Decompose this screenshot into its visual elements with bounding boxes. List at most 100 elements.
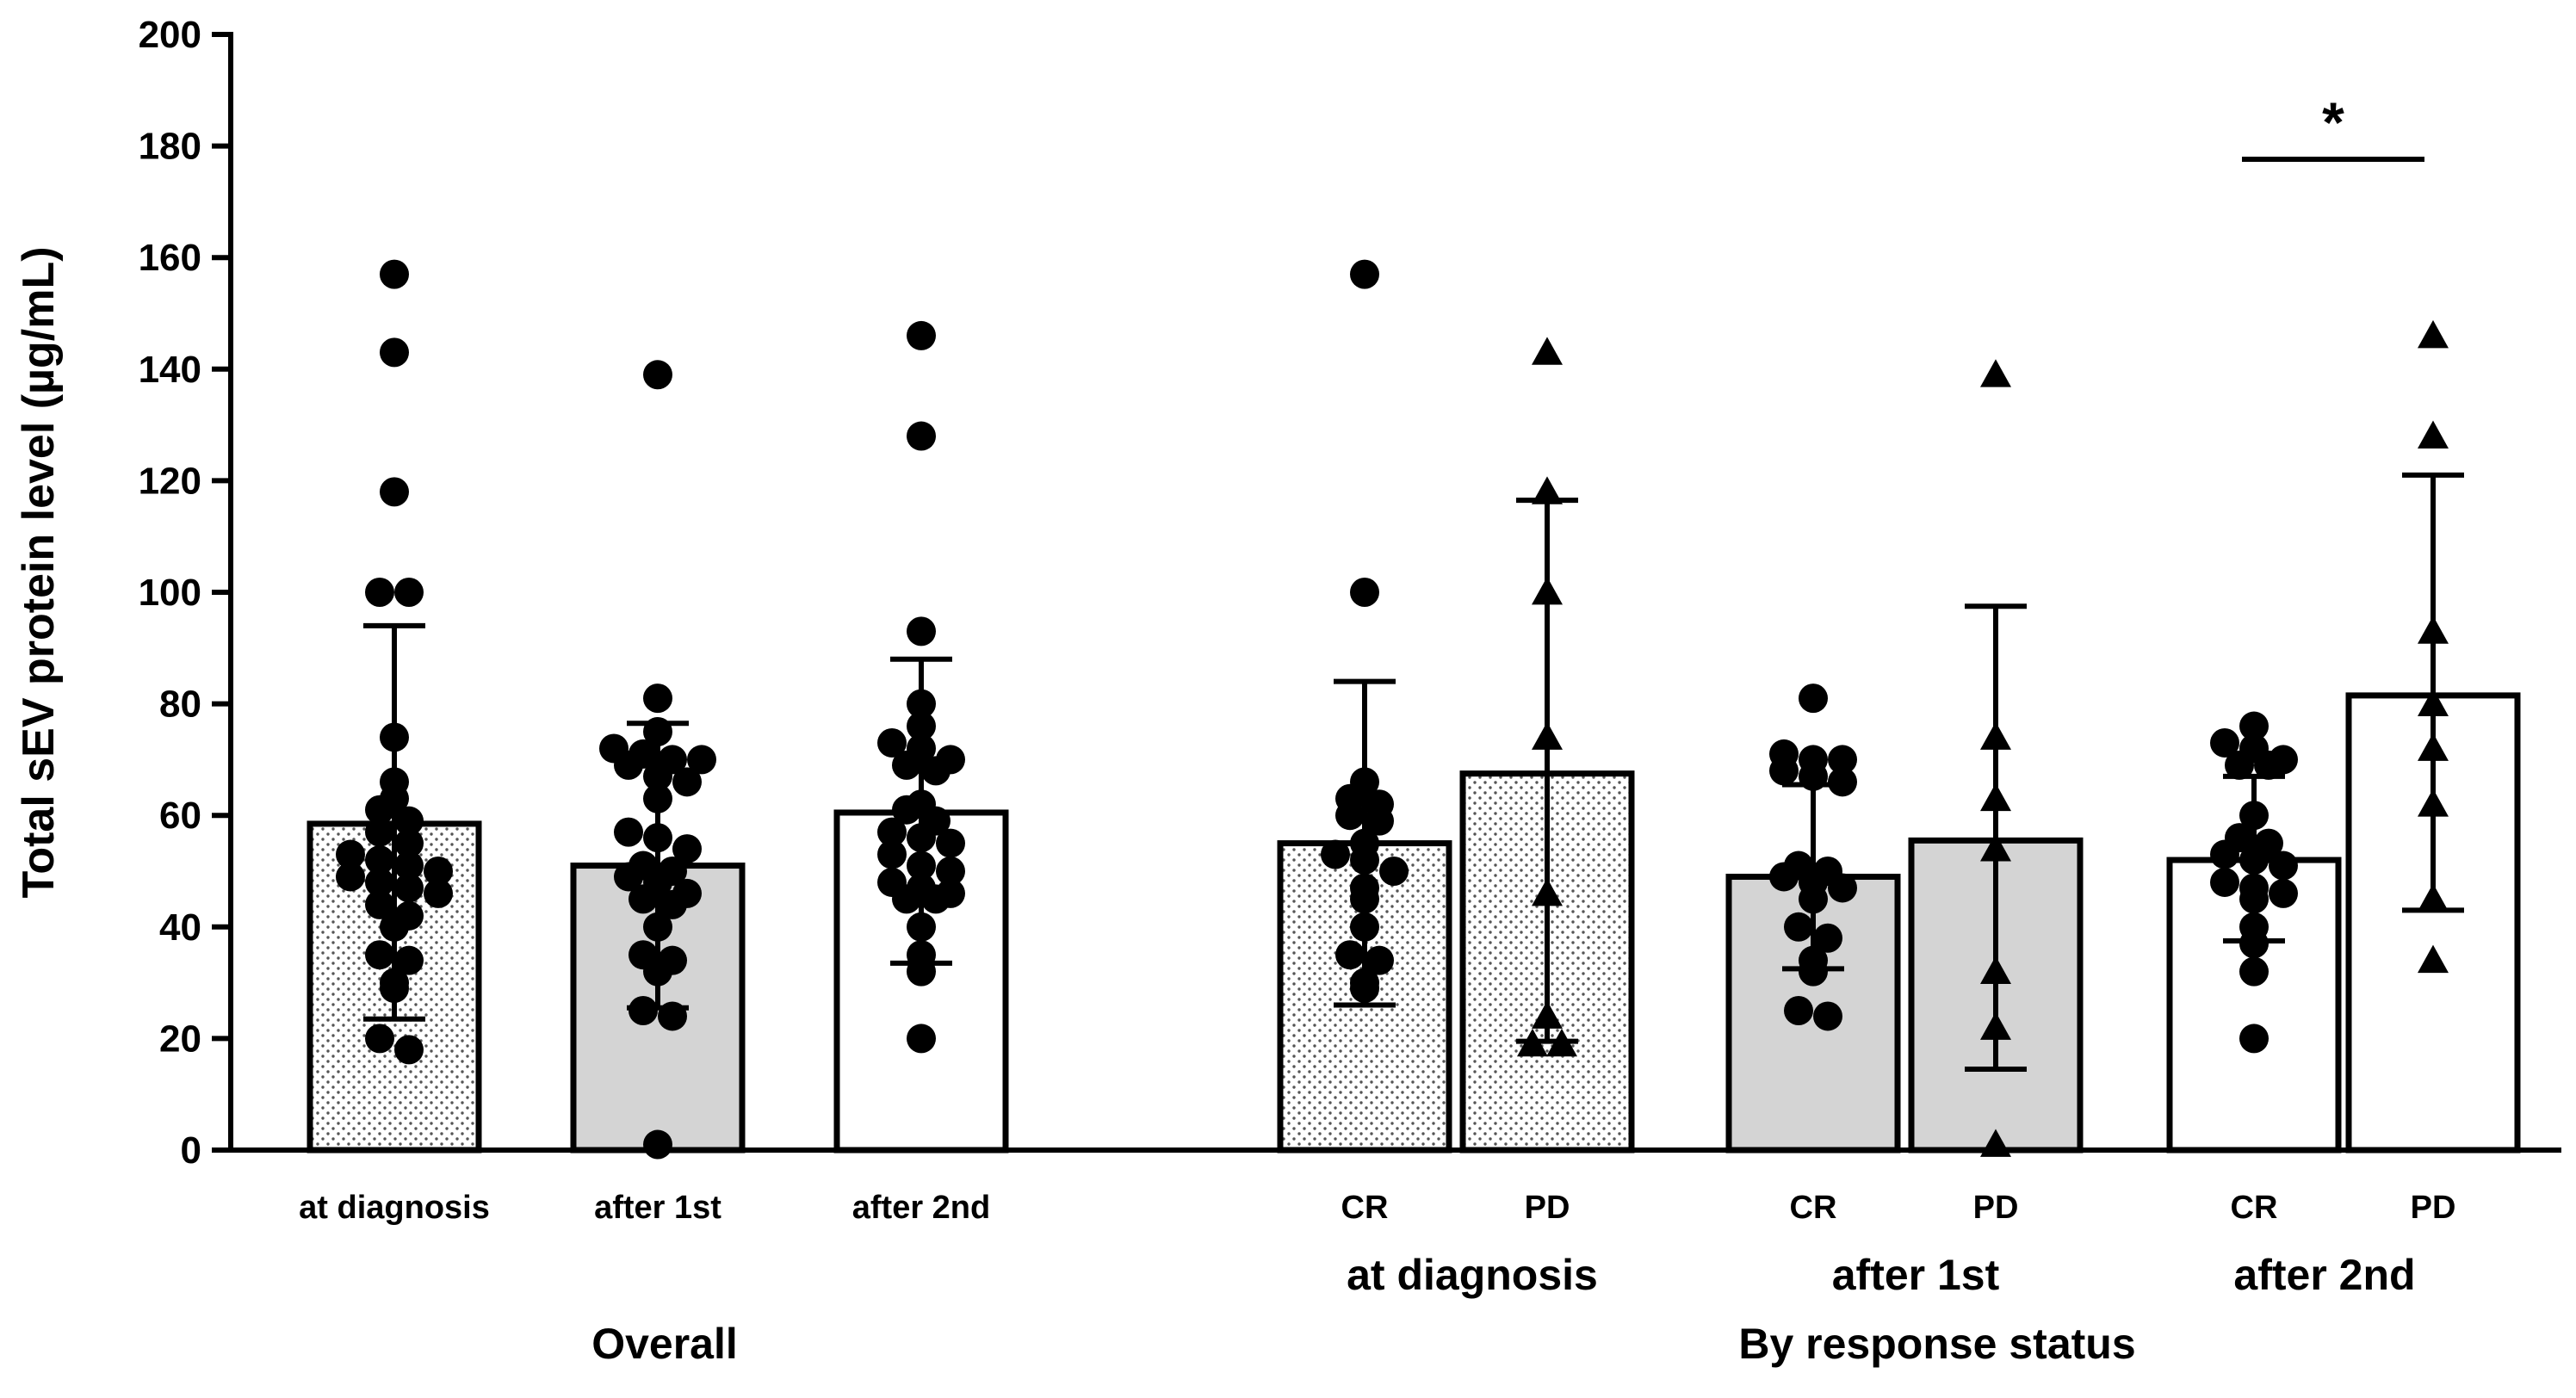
data-point bbox=[936, 857, 965, 886]
data-point bbox=[1799, 745, 1828, 775]
data-point bbox=[672, 834, 702, 864]
data-point-triangle bbox=[1980, 783, 2011, 812]
data-point bbox=[2239, 956, 2269, 987]
data-point bbox=[907, 1024, 936, 1054]
data-point bbox=[629, 996, 658, 1025]
category-label-first-cr: CR bbox=[1790, 1190, 1837, 1226]
data-point bbox=[877, 727, 907, 758]
y-tick-label: 200 bbox=[139, 14, 201, 56]
data-point bbox=[365, 817, 394, 847]
y-tick-label: 140 bbox=[139, 349, 201, 391]
data-point-triangle bbox=[2418, 615, 2449, 644]
category-label-dx-pd: PD bbox=[1525, 1190, 1570, 1226]
data-point-triangle bbox=[1532, 337, 1563, 365]
data-point bbox=[394, 945, 424, 975]
y-tick-label: 20 bbox=[159, 1018, 201, 1060]
y-tick-label: 0 bbox=[181, 1129, 201, 1172]
data-point-triangle bbox=[2418, 420, 2449, 448]
data-point-triangle bbox=[1532, 476, 1563, 504]
data-point bbox=[1321, 839, 1350, 869]
data-point bbox=[394, 806, 424, 836]
category-label-overall-at-diagnosis: at diagnosis bbox=[299, 1190, 490, 1226]
group-label-overall: Overall bbox=[591, 1320, 738, 1368]
data-point bbox=[907, 940, 936, 970]
data-point bbox=[365, 1024, 394, 1054]
group-label-by-response: By response status bbox=[1738, 1320, 2135, 1368]
data-point bbox=[907, 851, 936, 881]
data-point bbox=[907, 421, 936, 451]
data-point bbox=[907, 616, 936, 646]
data-point bbox=[629, 851, 658, 881]
y-ticks-layer: 0 20 40 60 80 100 120 140 160 180 200 bbox=[139, 14, 231, 1172]
data-point-triangle bbox=[1980, 833, 2011, 862]
data-point bbox=[380, 722, 409, 752]
data-point bbox=[2239, 711, 2269, 741]
category-label-overall-after-2nd: after 2nd bbox=[852, 1190, 990, 1226]
data-point bbox=[907, 789, 936, 820]
data-point bbox=[1350, 828, 1379, 858]
data-point-triangle bbox=[2418, 789, 2449, 817]
data-point bbox=[936, 878, 965, 908]
data-point bbox=[1799, 945, 1828, 975]
data-point bbox=[643, 1129, 672, 1160]
data-point bbox=[1365, 789, 1394, 820]
data-point-triangle bbox=[1532, 577, 1563, 605]
data-point bbox=[907, 711, 936, 741]
data-point bbox=[1799, 684, 1828, 714]
data-point bbox=[365, 578, 394, 607]
points-layer bbox=[336, 259, 2449, 1160]
category-label-dx-cr: CR bbox=[1341, 1190, 1389, 1226]
data-point bbox=[2225, 823, 2254, 853]
y-tick-label: 160 bbox=[139, 237, 201, 279]
data-point bbox=[336, 862, 365, 892]
data-point bbox=[2239, 733, 2269, 764]
data-point bbox=[643, 360, 672, 390]
data-point bbox=[2210, 727, 2239, 758]
data-point bbox=[687, 745, 716, 775]
data-point bbox=[1350, 259, 1379, 289]
data-point bbox=[907, 733, 936, 764]
data-point bbox=[1828, 745, 1857, 775]
data-point bbox=[1365, 945, 1394, 975]
data-point bbox=[1350, 912, 1379, 942]
data-point bbox=[394, 873, 424, 903]
data-point bbox=[2239, 912, 2269, 942]
data-point-triangle bbox=[1980, 1011, 2011, 1040]
data-point bbox=[424, 878, 453, 908]
y-tick-label: 120 bbox=[139, 460, 201, 502]
data-point bbox=[672, 878, 702, 908]
data-point bbox=[1784, 851, 1813, 881]
data-point bbox=[2239, 873, 2269, 903]
data-point-triangle bbox=[1980, 721, 2011, 750]
data-point bbox=[380, 259, 409, 289]
data-point bbox=[380, 337, 409, 368]
data-point bbox=[629, 739, 658, 769]
category-label-second-cr: CR bbox=[2231, 1190, 2278, 1226]
data-point bbox=[877, 867, 907, 897]
data-point bbox=[672, 767, 702, 797]
y-axis-title: Total sEV protein level (µg/mL) bbox=[14, 246, 64, 898]
data-point bbox=[643, 717, 672, 746]
data-point bbox=[643, 912, 672, 942]
data-point bbox=[877, 839, 907, 869]
data-point bbox=[936, 745, 965, 775]
group-label-at-diagnosis: at diagnosis bbox=[1347, 1251, 1598, 1299]
data-point bbox=[907, 320, 936, 350]
data-point-triangle bbox=[2418, 733, 2449, 761]
data-point bbox=[907, 912, 936, 942]
data-point bbox=[336, 839, 365, 869]
data-point-triangle bbox=[2418, 883, 2449, 912]
data-point bbox=[658, 945, 687, 975]
data-point bbox=[877, 817, 907, 847]
data-point bbox=[1379, 857, 1409, 886]
data-point bbox=[658, 857, 687, 886]
data-point-triangle bbox=[1980, 956, 2011, 985]
data-point bbox=[643, 823, 672, 853]
data-point-triangle bbox=[1517, 1028, 1548, 1057]
data-point bbox=[907, 873, 936, 903]
data-point bbox=[1350, 767, 1379, 797]
data-point bbox=[2269, 878, 2298, 908]
data-point-triangle bbox=[2418, 944, 2449, 974]
